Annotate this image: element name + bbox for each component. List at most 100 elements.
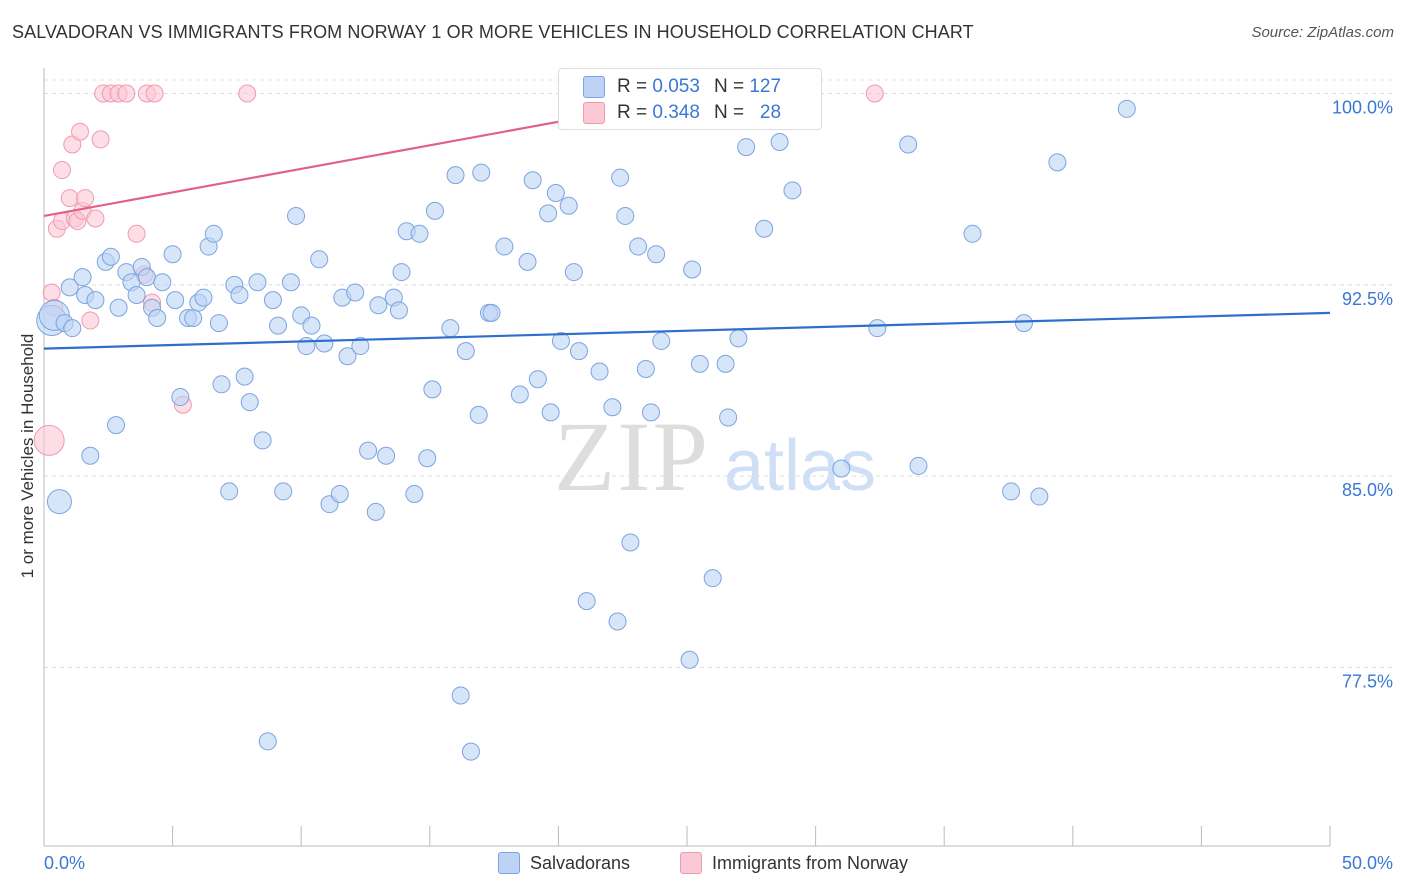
salvadoran-point (1048, 153, 1067, 172)
salvadoran-point (559, 196, 578, 215)
salvadoran-point (258, 732, 277, 751)
salvadoran-point (636, 359, 655, 378)
salvadoran-point (171, 388, 190, 407)
salvadoran-point (281, 273, 300, 292)
x-tick-label-max: 50.0% (1342, 853, 1393, 873)
salvadoran-point (405, 484, 424, 503)
salvadoran-point (377, 446, 396, 465)
salvadoran-point (109, 298, 128, 317)
salvadoran-point (184, 308, 203, 327)
norway-point (76, 189, 95, 208)
salvadoran-point (603, 398, 622, 417)
y-axis-title: 1 or more Vehicles in Household (18, 333, 37, 579)
salvadoran-point (410, 224, 429, 243)
salvadoran-point (392, 263, 411, 282)
r-value: 0.053 (652, 76, 700, 97)
stats-row-norway: R = 0.348 N = 28 (583, 101, 781, 125)
salvadoran-point (461, 742, 480, 761)
salvadoran-point (1030, 487, 1049, 506)
salvadoran-point (608, 612, 627, 631)
salvadoran-point (729, 329, 748, 348)
salvadoran-point (551, 331, 570, 350)
salvadoran-point (263, 291, 282, 310)
salvadoran-point (755, 219, 774, 238)
salvadoran-trend-line (43, 311, 1331, 350)
norway-point (60, 189, 79, 208)
stats-legend-box: R = 0.053 N = 127 R = 0.348 N = 28 (558, 68, 822, 130)
salvadoran-point (541, 403, 560, 422)
salvadoran-point (469, 405, 488, 424)
salvadoran-point (690, 354, 709, 373)
salvadoran-point (269, 316, 288, 335)
salvadoran-point (212, 375, 231, 394)
salvadoran-point (737, 138, 756, 157)
salvadoran-point (369, 296, 388, 315)
salvadoran-point (716, 354, 735, 373)
salvadoran-point (86, 291, 105, 310)
salvadoran-point (274, 482, 293, 501)
salvadoran-point (621, 533, 640, 552)
salvadoran-point (963, 224, 982, 243)
trend-lines (43, 92, 1331, 350)
salvadoran-point (683, 260, 702, 279)
r-label: R = (617, 76, 648, 97)
salvadoran-point (209, 314, 228, 333)
salvadoran-point (81, 446, 100, 465)
watermark-zip: ZIP (554, 401, 710, 512)
salvadoran-point (703, 569, 722, 588)
salvadoran-point (770, 132, 789, 151)
tick-labels: 77.5% 85.0% 92.5% 100.0% 0.0% 50.0% (44, 98, 1393, 873)
legend-item-salvadorans[interactable]: Salvadorans (497, 852, 631, 874)
salvadoran-point (1117, 99, 1136, 118)
salvadoran-point (680, 650, 699, 669)
salvadoran-point (909, 456, 928, 475)
salvadoran-point (569, 342, 588, 361)
salvadoran-point (204, 224, 223, 243)
salvadorans-swatch (583, 76, 605, 98)
source-label: Source: ZipAtlas.com (1251, 24, 1394, 41)
legend-label: Immigrants from Norway (712, 852, 909, 873)
salvadoran-point (315, 334, 334, 353)
salvadoran-point (63, 319, 82, 338)
n-label: N = (713, 76, 745, 97)
legend-label: Salvadorans (529, 852, 631, 873)
norway-point (145, 84, 164, 103)
salvadoran-point (148, 308, 167, 327)
norway-point (238, 84, 257, 103)
salvadoran-point (518, 252, 537, 271)
n-value: 127 (749, 76, 782, 97)
salvadoran-point (194, 288, 213, 307)
salvadoran-point (647, 245, 666, 264)
y-tick-label: 92.5% (1342, 289, 1393, 309)
salvadoran-point (528, 370, 547, 389)
norway-swatch (583, 102, 605, 124)
salvadoran-point (73, 268, 92, 287)
norway-point (71, 122, 90, 141)
salvadoran-point (230, 286, 249, 305)
salvadoran-point (330, 484, 349, 503)
norway-point (865, 84, 884, 103)
salvadoran-point (441, 319, 460, 338)
watermark: ZIP atlas (554, 401, 876, 512)
salvadoran-point (1014, 314, 1033, 333)
salvadoran-point (253, 431, 272, 450)
norway-point (86, 209, 105, 228)
salvadoran-point (616, 206, 635, 225)
salvadoran-point (287, 206, 306, 225)
legend-item-norway[interactable]: Immigrants from Norway (680, 852, 908, 874)
n-label: N = (713, 102, 745, 123)
salvadoran-point (652, 331, 671, 350)
salvadoran-point (153, 273, 172, 292)
salvadoran-point (60, 278, 79, 297)
salvadoran-point (456, 342, 475, 361)
salvadoran-point (248, 273, 267, 292)
salvadoran-point (577, 592, 596, 611)
salvadoran-point (302, 316, 321, 335)
salvadoran-point (107, 416, 126, 435)
salvadoran-point (425, 201, 444, 220)
chart-title: SALVADORAN VS IMMIGRANTS FROM NORWAY 1 O… (12, 22, 974, 42)
salvadoran-point (523, 171, 542, 190)
norway-point (91, 130, 110, 149)
salvadoran-point (137, 268, 156, 287)
